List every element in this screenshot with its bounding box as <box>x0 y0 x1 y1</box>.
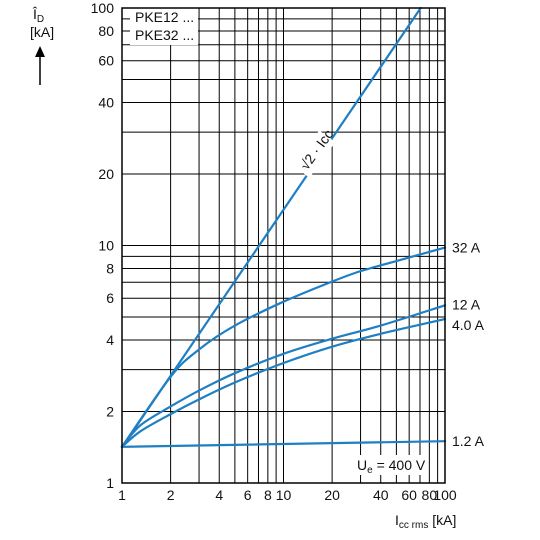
y-tick-label: 20 <box>98 166 114 182</box>
y-axis-arrow <box>35 46 45 85</box>
x-tick-label: 100 <box>433 487 457 503</box>
y-tick-label: 100 <box>91 0 115 16</box>
y-axis-unit: [kA] <box>30 24 54 40</box>
legend-line-1: PKE12 ... <box>135 9 194 25</box>
y-tick-label: 1 <box>106 475 114 491</box>
x-tick-label: 2 <box>167 487 175 503</box>
series-label: 1.2 A <box>452 433 485 449</box>
x-tick-label: 8 <box>264 487 272 503</box>
x-axis-title: Icc rms [kA] <box>395 512 456 531</box>
y-tick-label: 40 <box>98 95 114 111</box>
x-tick-label: 4 <box>215 487 223 503</box>
series-line-1 <box>120 246 447 448</box>
y-tick-label: 60 <box>98 53 114 69</box>
y-tick-label: 10 <box>98 238 114 254</box>
grid <box>122 8 445 483</box>
series-labels: 32 A 12 A 4.0 A 1.2 A <box>452 240 485 450</box>
y-tick-label: 6 <box>106 290 114 306</box>
legend-line-2: PKE32 ... <box>135 27 194 43</box>
series-label: 4.0 A <box>452 317 485 333</box>
series-line-3 <box>120 317 447 448</box>
y-tick-label: 80 <box>98 23 114 39</box>
plot-frame <box>121 7 446 484</box>
x-tick-label: 60 <box>401 487 417 503</box>
y-tick-label: 8 <box>106 261 114 277</box>
ue-annotation: Ue = 400 V <box>352 455 426 476</box>
x-tick-label: 80 <box>422 487 438 503</box>
legend: PKE12 ... PKE32 ... <box>130 8 198 45</box>
y-tick-label: 2 <box>106 404 114 420</box>
svg-text:Ue = 400 V: Ue = 400 V <box>357 457 426 476</box>
series-line-4 <box>120 440 447 448</box>
x-tick-label: 1 <box>118 487 126 503</box>
y-axis-title: ÎD <box>32 6 44 25</box>
series-label: 32 A <box>452 240 481 256</box>
series-label: 12 A <box>452 296 481 312</box>
x-tick-label: 10 <box>276 487 292 503</box>
series-group <box>120 6 447 449</box>
x-tick-label: 6 <box>244 487 252 503</box>
x-tick-label: 20 <box>324 487 340 503</box>
x-tick-label: 40 <box>373 487 389 503</box>
series-line-2 <box>120 304 447 448</box>
y-tick-label: 4 <box>106 332 114 348</box>
